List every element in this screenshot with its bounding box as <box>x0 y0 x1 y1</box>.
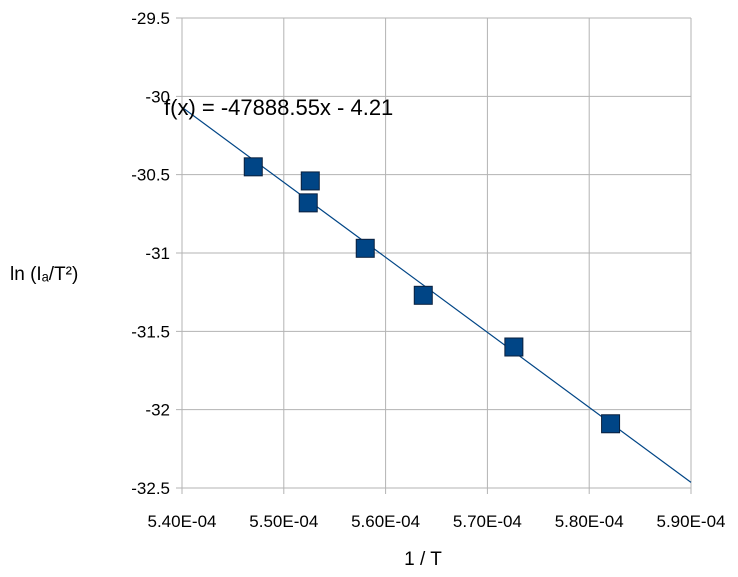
y-axis-title: ln (Iₐ/T²) <box>10 264 78 285</box>
y-tick-label: -32.5 <box>131 479 170 498</box>
x-tick-label: 5.80E-04 <box>555 512 624 531</box>
data-point <box>601 414 621 434</box>
data-point <box>355 238 375 258</box>
y-tick-label: -29.5 <box>131 9 170 28</box>
x-tick-label: 5.70E-04 <box>453 512 522 531</box>
x-tick-label: 5.90E-04 <box>657 512 726 531</box>
data-point <box>413 285 433 305</box>
x-tick-label: 5.50E-04 <box>249 512 318 531</box>
trendline-equation: f(x) = -47888.55x - 4.21 <box>164 95 393 120</box>
data-point <box>504 337 524 357</box>
x-axis-title: 1 / T <box>404 549 442 570</box>
y-tick-label: -31 <box>145 244 170 263</box>
data-points <box>243 157 621 434</box>
x-tick-label: 5.40E-04 <box>148 512 217 531</box>
x-tick-label: 5.60E-04 <box>351 512 420 531</box>
data-point <box>298 193 318 213</box>
data-point <box>300 171 320 191</box>
y-tick-label: -32 <box>145 401 170 420</box>
y-tick-label: -31.5 <box>131 322 170 341</box>
y-tick-label: -30.5 <box>131 166 170 185</box>
y-tick-label: -30 <box>145 87 170 106</box>
tick-labels: 5.40E-04 5.50E-04 5.60E-04 5.70E-04 5.80E-04… <box>131 9 725 531</box>
data-point <box>243 157 263 177</box>
grid <box>176 17 692 494</box>
